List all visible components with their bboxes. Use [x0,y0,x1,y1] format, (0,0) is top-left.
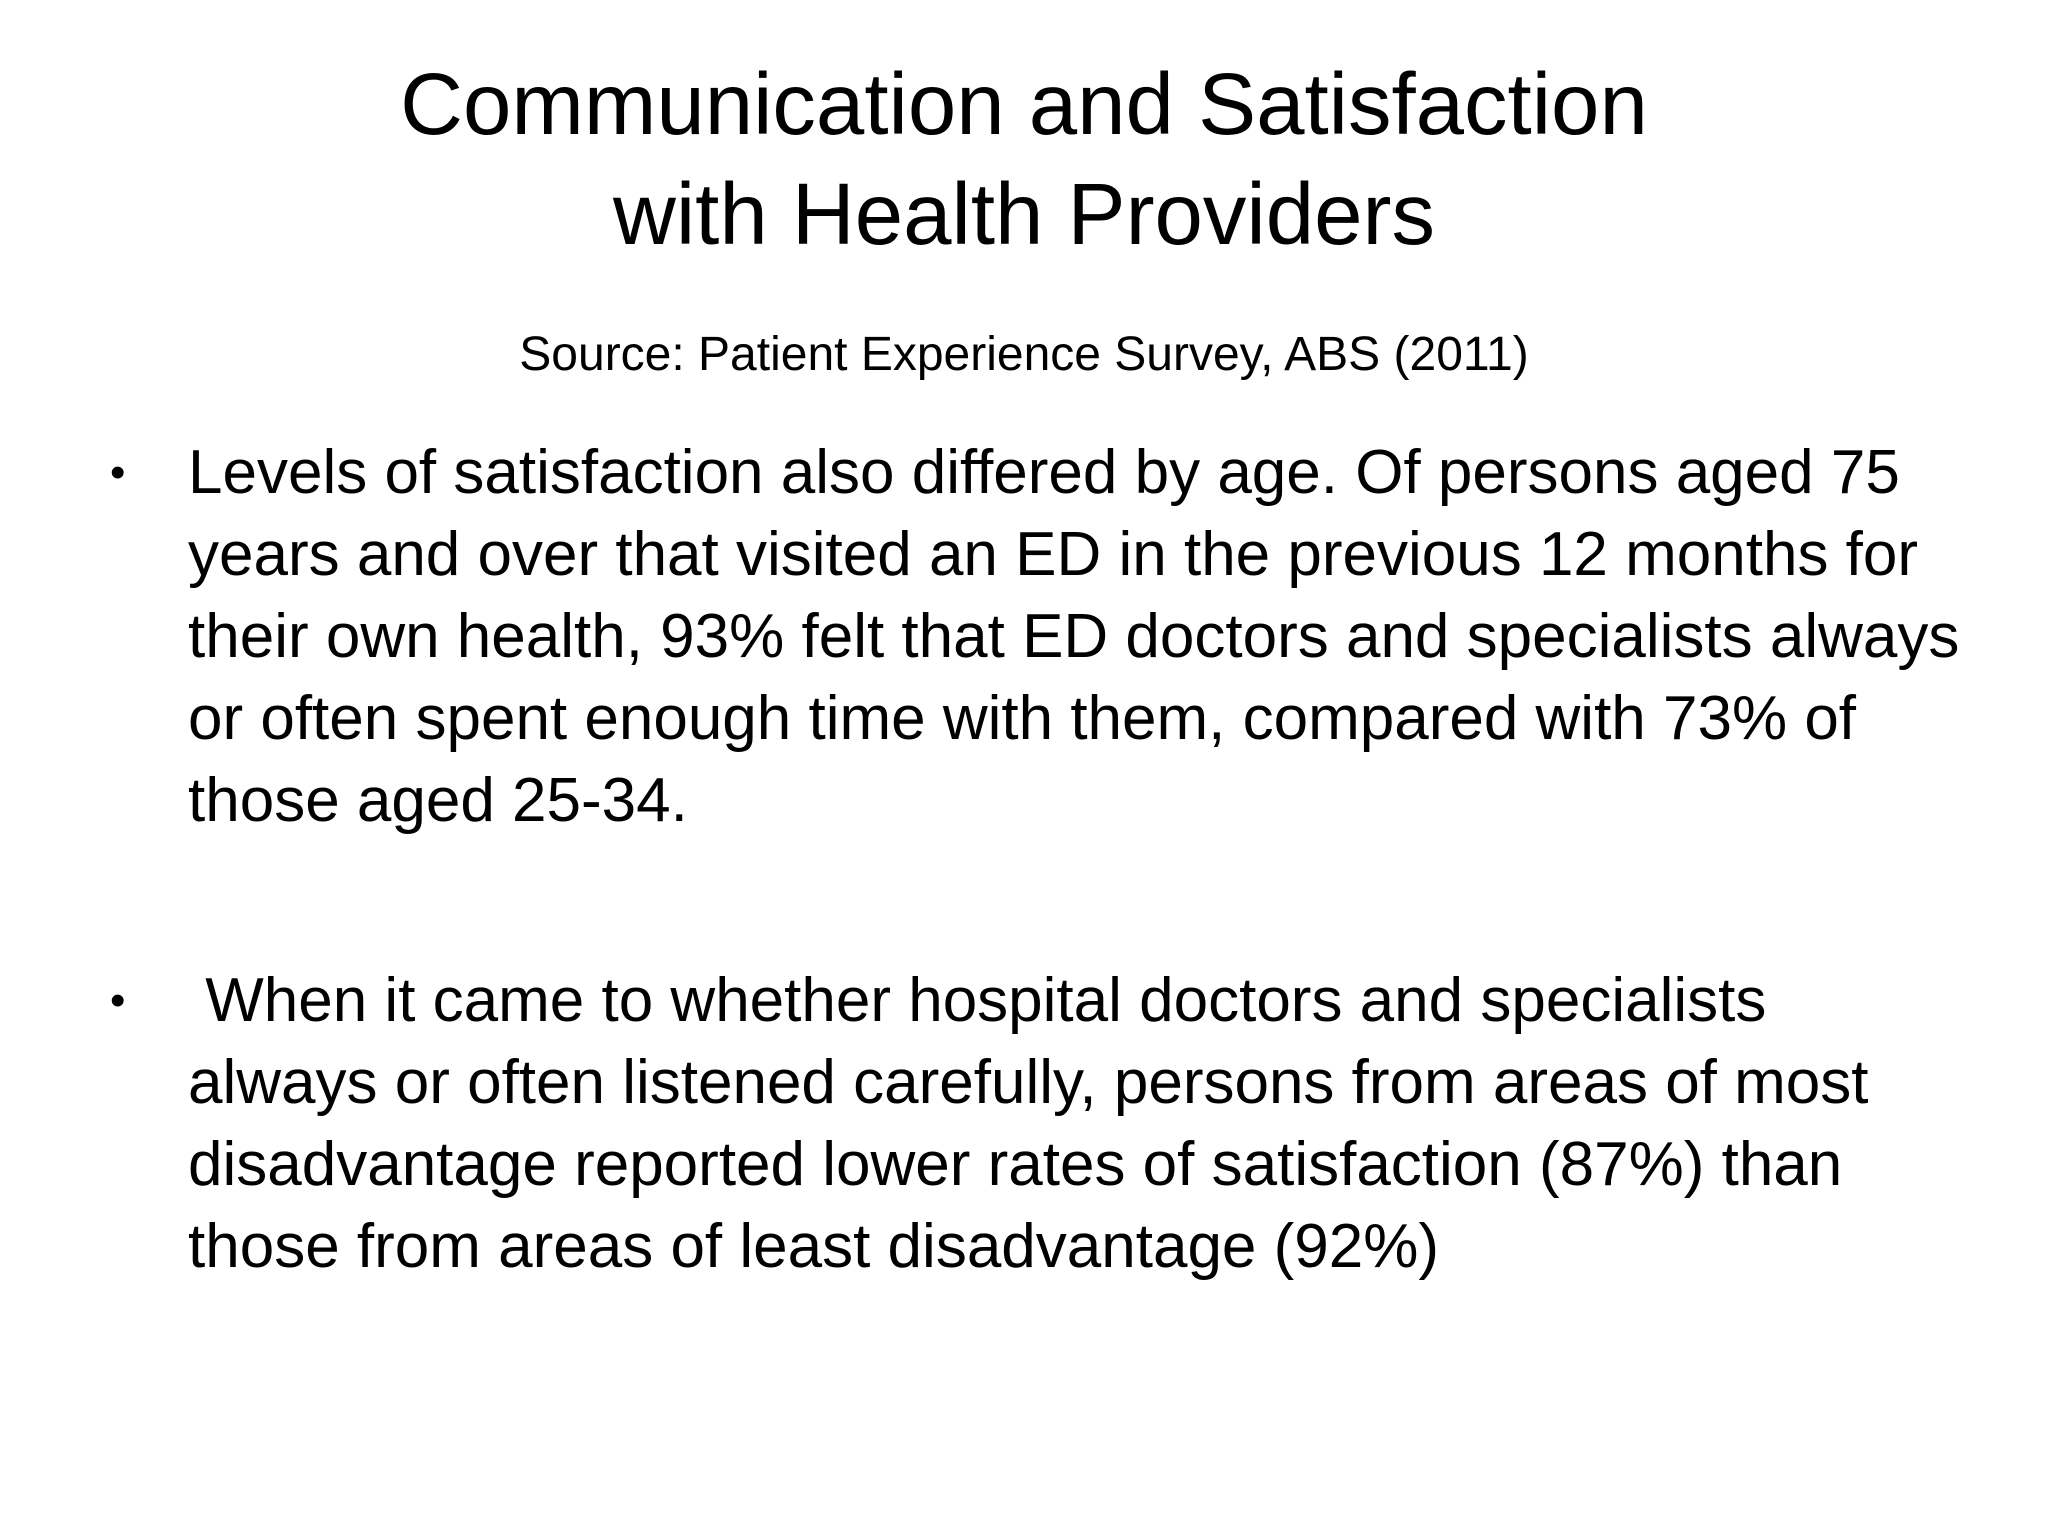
bullet-item: • When it came to whether hospital docto… [110,960,1970,1288]
title-line-2: with Health Providers [613,166,1435,263]
slide-title: Communication and Satisfaction with Heal… [0,50,2048,270]
bullet-item: • Levels of satisfaction also differed b… [110,432,1970,842]
source-citation: Source: Patient Experience Survey, ABS (… [519,328,1529,381]
bullet-marker: • [110,448,126,497]
bullet-marker: • [110,976,126,1025]
bullet-text: When it came to whether hospital doctors… [188,966,1886,1281]
bullet-text: Levels of satisfaction also differed by … [188,438,1977,835]
title-line-1: Communication and Satisfaction [400,56,1648,153]
